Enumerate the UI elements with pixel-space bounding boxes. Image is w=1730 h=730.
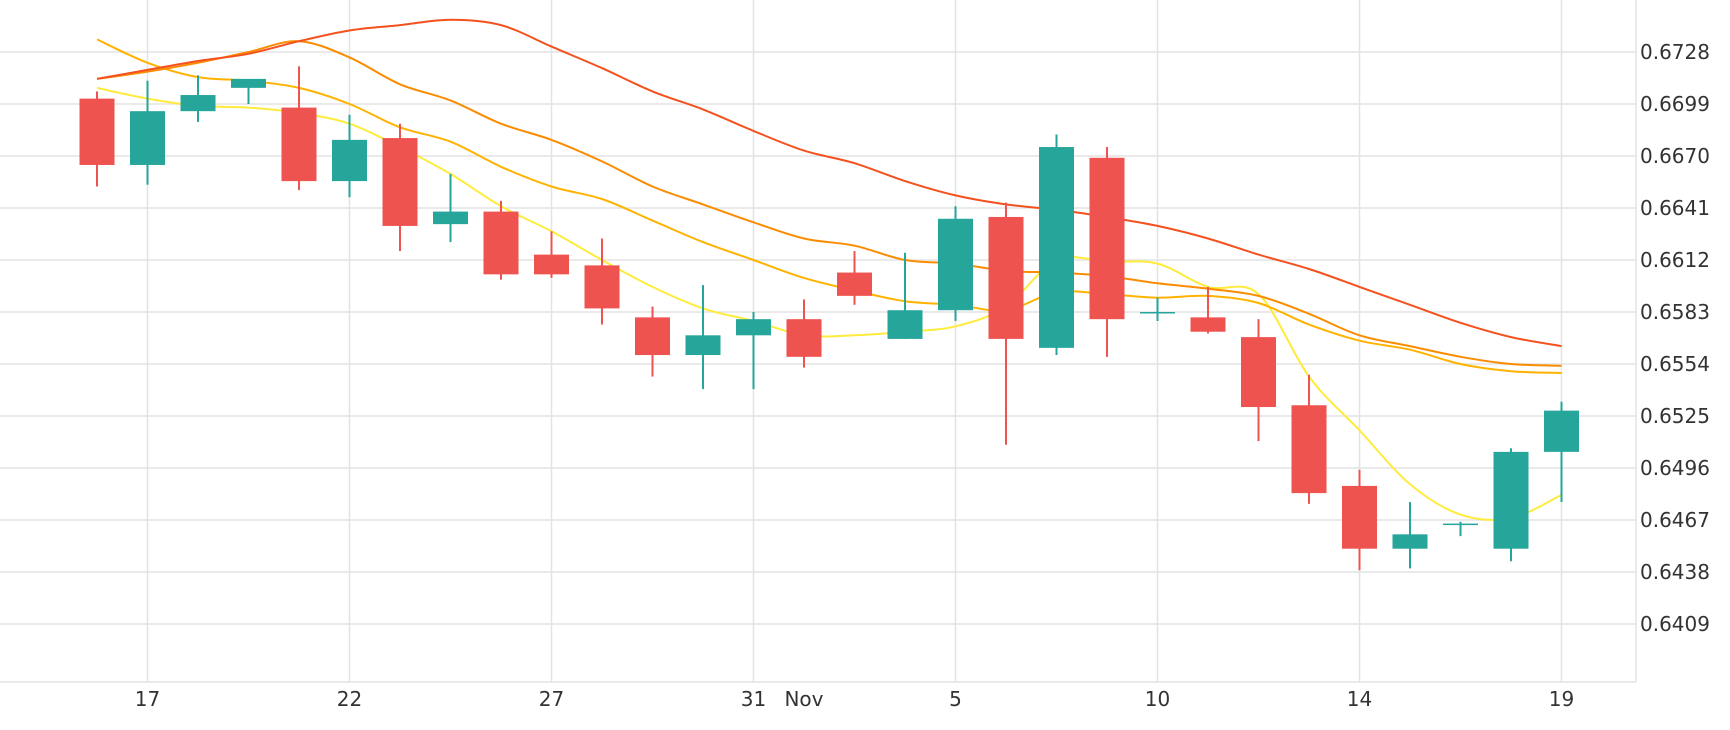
y-tick-label: 0.6612 (1640, 248, 1710, 272)
x-axis-tick-labels: 17 22 27 31 Nov 5 10 14 19 (135, 687, 1574, 711)
x-tick-label: 10 (1145, 687, 1170, 711)
y-tick-label: 0.6525 (1640, 404, 1710, 428)
candle-up (332, 114, 367, 198)
candle-down (1342, 469, 1377, 571)
candle-body (1392, 534, 1428, 549)
y-tick-label: 0.6554 (1640, 352, 1710, 376)
y-tick-label: 0.6438 (1640, 560, 1710, 584)
candle-up (1140, 297, 1175, 321)
y-tick-label: 0.6699 (1640, 92, 1710, 116)
candle-down (534, 231, 569, 278)
candle-body (887, 310, 923, 339)
candle-up (231, 78, 266, 104)
y-axis-tick-labels: 0.6409 0.6438 0.6467 0.6496 0.6525 0.6554 0.65… (1640, 40, 1710, 636)
candle-up (887, 252, 923, 339)
x-tick-label: 22 (337, 687, 362, 711)
y-tick-label: 0.6728 (1640, 40, 1710, 64)
candle-body (685, 335, 721, 356)
candle-body (332, 139, 367, 182)
line-ma-slow (96, 18, 1562, 348)
candle-down (79, 91, 115, 187)
candle-body (938, 218, 973, 311)
candle-body (635, 317, 670, 356)
candle-up (1493, 448, 1529, 562)
candle-body (483, 211, 519, 275)
x-tick-label: 27 (539, 687, 564, 711)
y-tick-label: 0.6670 (1640, 144, 1710, 168)
candle-body (1291, 405, 1327, 494)
candle-down (1291, 374, 1327, 504)
candle-body (1089, 157, 1125, 320)
candle-body (281, 107, 317, 182)
candle-down (635, 306, 670, 377)
candles (79, 66, 1579, 571)
candle-body (1190, 317, 1226, 332)
x-tick-label: 19 (1549, 687, 1574, 711)
candle-down (1241, 319, 1276, 442)
candle-body (837, 272, 872, 296)
candle-body (534, 254, 569, 275)
candle-body (584, 265, 620, 309)
line-ma-mid1 (96, 38, 1562, 374)
candle-up (685, 285, 721, 390)
candle-body (1493, 451, 1529, 549)
candle-body (1140, 312, 1175, 314)
candle-body (79, 98, 115, 165)
x-tick-label: 5 (949, 687, 962, 711)
y-tick-label: 0.6641 (1640, 196, 1710, 220)
candle-body (786, 319, 822, 357)
line-ma-mid2 (96, 40, 1562, 367)
candle-body (180, 95, 216, 112)
y-tick-label: 0.6583 (1640, 300, 1710, 324)
candle-down (281, 66, 317, 191)
x-tick-label: 14 (1347, 687, 1372, 711)
x-tick-label: 17 (135, 687, 160, 711)
y-tick-label: 0.6409 (1640, 612, 1710, 636)
candle-body (1039, 147, 1074, 348)
candle-down (584, 238, 620, 325)
candle-down (1089, 147, 1125, 357)
candle-body (1544, 410, 1579, 452)
candle-up (1392, 502, 1428, 569)
candle-body (130, 111, 165, 165)
y-tick-label: 0.6467 (1640, 508, 1710, 532)
candle-down (382, 123, 418, 252)
candle-up (938, 206, 973, 321)
candle-body (433, 211, 468, 225)
candle-body (1241, 337, 1276, 408)
candle-down (837, 251, 872, 305)
candle-up (736, 312, 771, 390)
candle-body (1443, 523, 1478, 526)
x-tick-label: Nov (784, 687, 823, 711)
candle-body (988, 216, 1024, 339)
x-tick-label: 31 (741, 687, 766, 711)
candle-body (382, 138, 418, 226)
candle-down (1190, 286, 1226, 334)
candle-body (231, 78, 266, 88)
candle-down (786, 299, 822, 368)
candle-body (1342, 485, 1377, 549)
candle-up (433, 173, 468, 243)
candle-up (1039, 134, 1074, 356)
grid-lines (0, 0, 1637, 683)
candle-body (736, 319, 771, 336)
candle-up (1443, 521, 1478, 537)
candle-down (988, 202, 1024, 445)
candle-up (180, 75, 216, 122)
candle-up (130, 80, 165, 185)
candle-up (1544, 401, 1579, 503)
candle-down (483, 200, 519, 280)
y-tick-label: 0.6496 (1640, 456, 1710, 480)
